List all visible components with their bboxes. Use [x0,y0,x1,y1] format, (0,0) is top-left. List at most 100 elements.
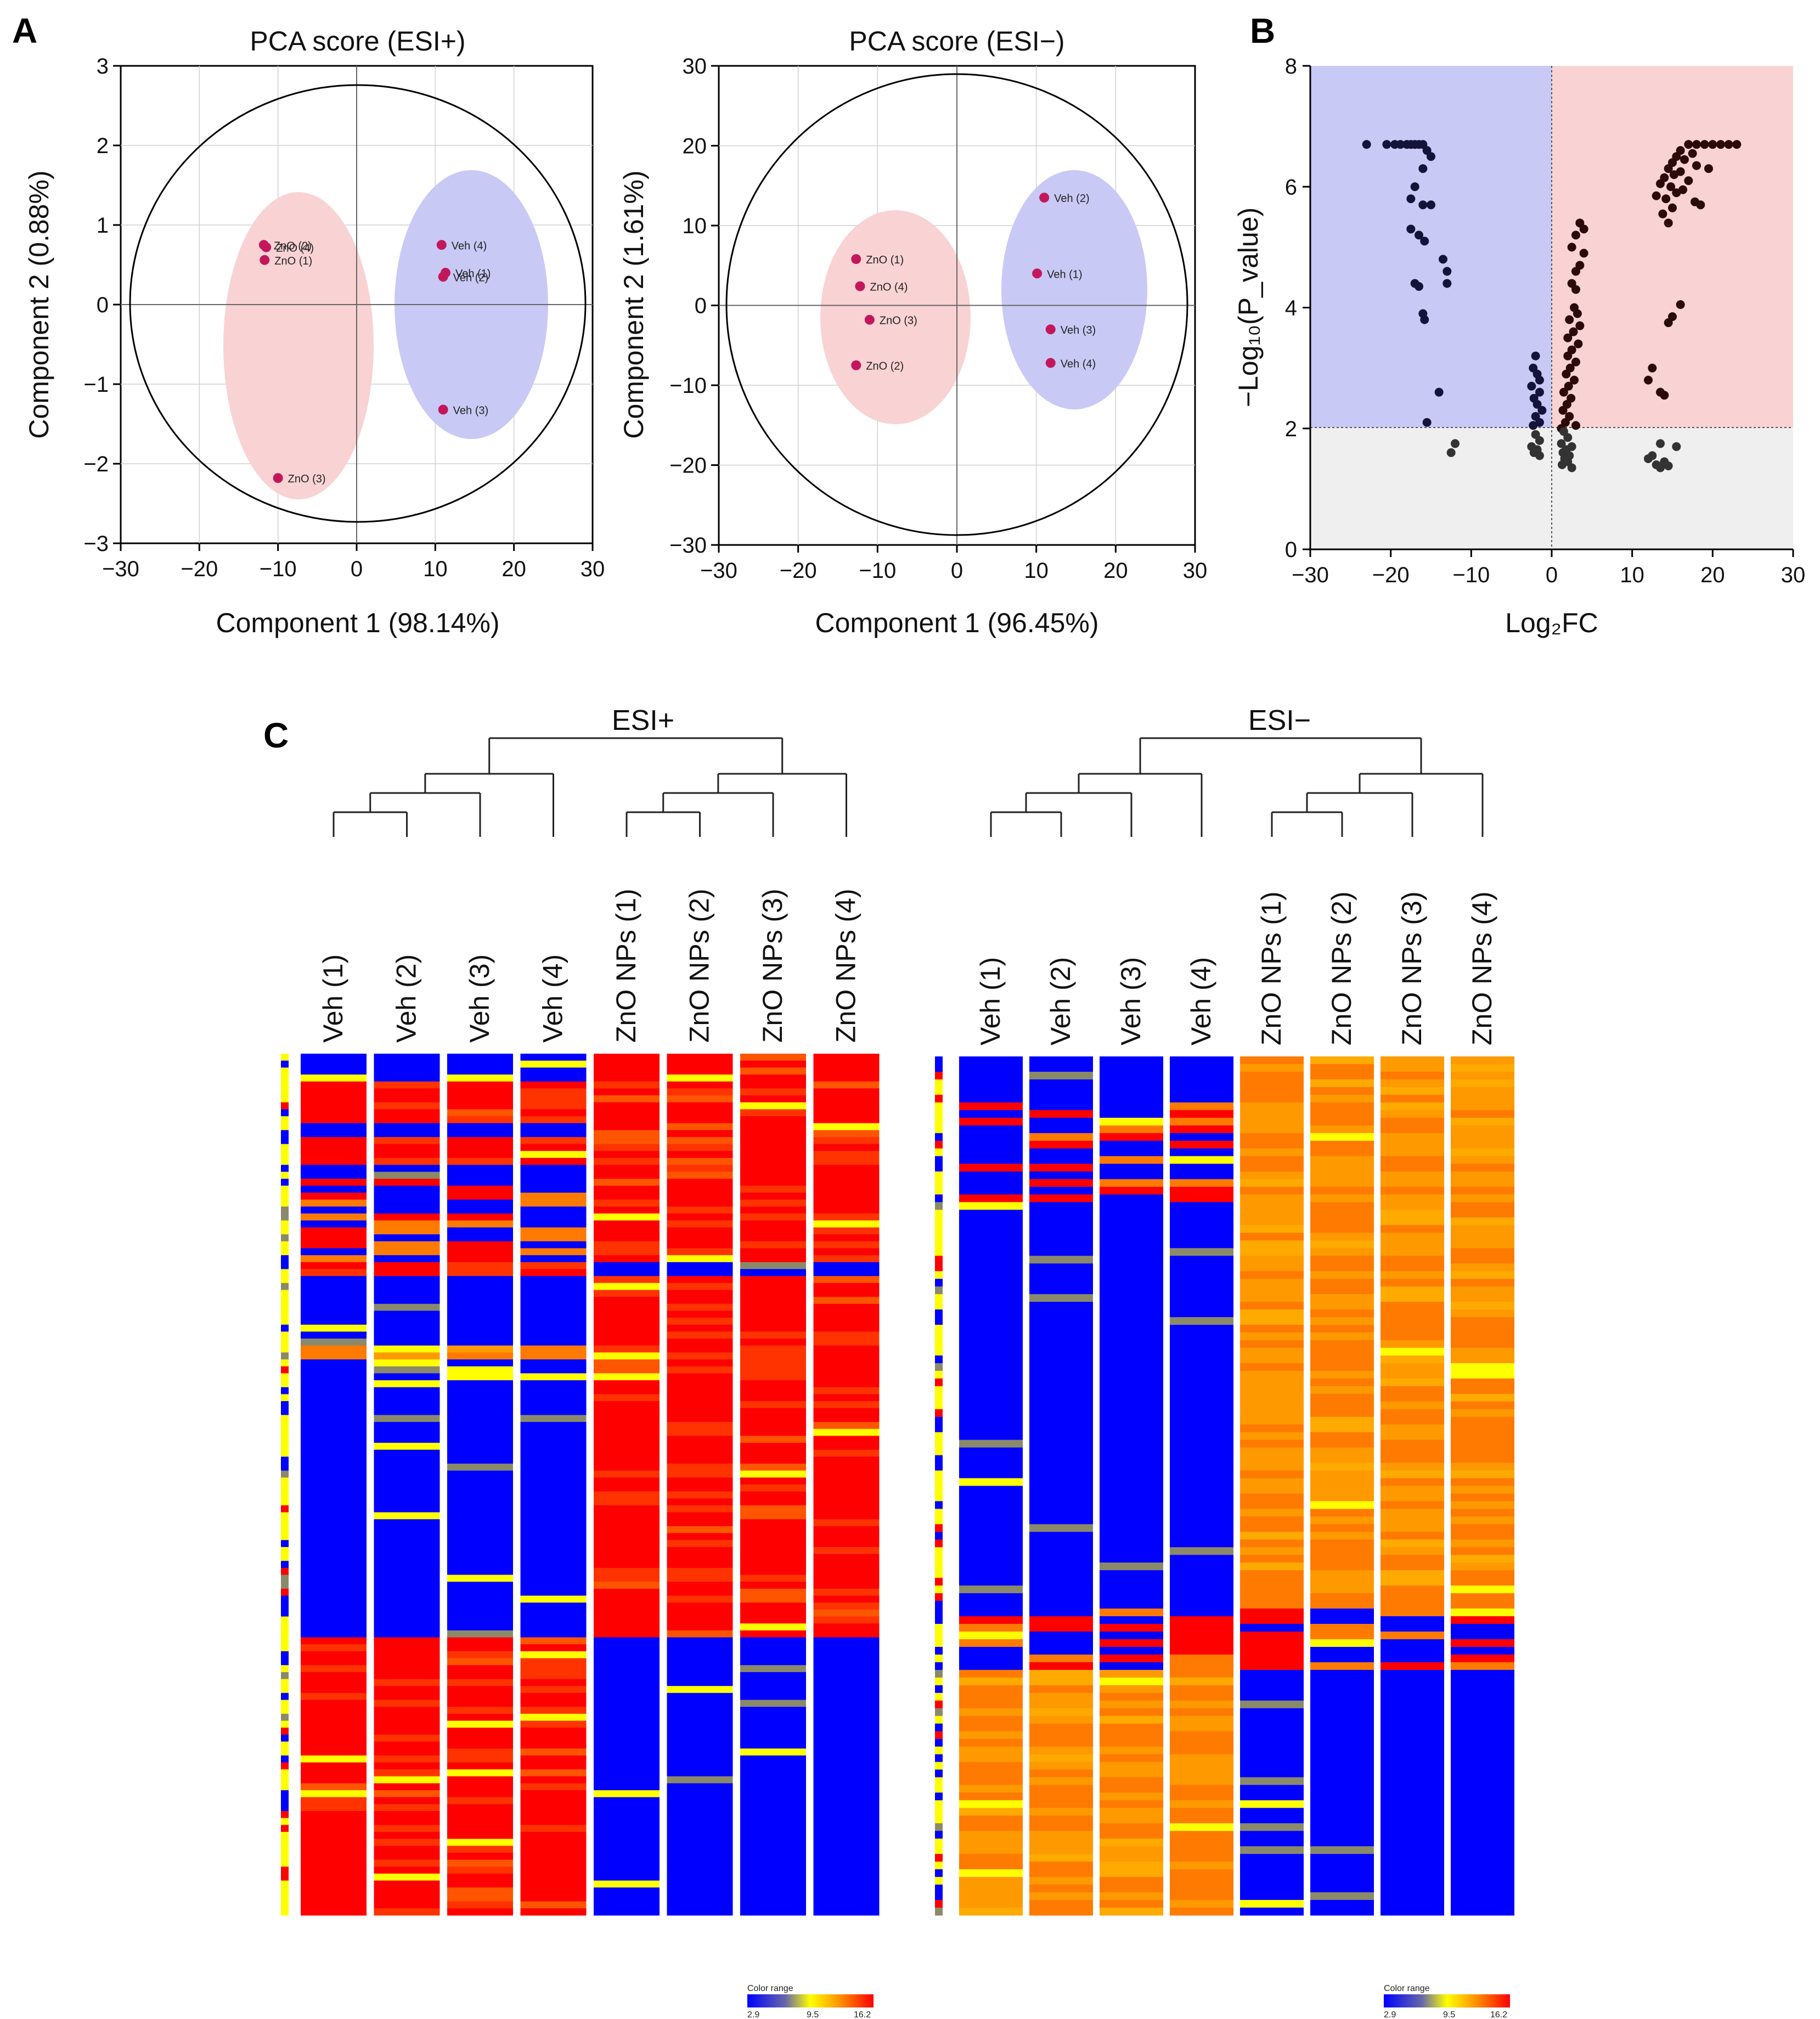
heatmap-cell [594,1199,660,1207]
heatmap-cell [374,1595,440,1603]
heatmap-cell [1240,1746,1304,1755]
heatmap-cell [301,1546,367,1555]
heatmap-cell [959,1240,1023,1248]
heatmap-cell [1029,1125,1093,1134]
heatmap-cell [1381,1885,1444,1893]
heatmap-cell [1100,1110,1163,1118]
heatmap-cell [959,1156,1023,1165]
heatmap-cell [447,1324,513,1332]
heatmap-cell [813,1713,880,1721]
heatmap-cell [1100,1754,1163,1763]
heatmap-cell [1240,1064,1304,1072]
heatmap-cell [1170,1478,1233,1486]
color-range-mid: 9.5 [1443,2010,1455,2019]
row-color-bar-cell [281,1331,289,1339]
heatmap-cell [959,1700,1023,1709]
heatmap-cell [594,1352,660,1360]
heatmap-cell [1310,1509,1374,1517]
row-color-bar-cell [281,1359,289,1367]
heatmap-cell [667,1449,733,1457]
row-color-bar-cell [935,1094,943,1103]
heatmap-cell [1029,1547,1093,1555]
heatmap-cell [1170,1654,1233,1663]
heatmap-cell [1029,1347,1093,1356]
heatmap-cell [813,1373,880,1381]
heatmap-cell [1240,1463,1304,1471]
heatmap-cell [813,1470,880,1478]
heatmap-cell [1240,1785,1304,1793]
row-color-bar-cell [281,1144,289,1151]
heatmap-cell [594,1213,660,1221]
heatmap-cell [1381,1064,1444,1072]
heatmap-cell [740,1582,806,1589]
row-color-bar-cell [935,1616,943,1624]
heatmap-cell [959,1110,1023,1118]
heatmap-cell [520,1540,587,1548]
heatmap-cell [1381,1585,1444,1594]
heatmap-cell [374,1748,440,1756]
heatmap-cell [1240,1202,1304,1210]
row-color-bar-cell [281,1651,289,1659]
heatmap-column-label: Veh (3) [464,954,495,1043]
row-color-bar-cell [935,1731,943,1740]
heatmap-cell [959,1754,1023,1763]
heatmap-cell [813,1651,880,1659]
row-color-bar-cell [935,1325,943,1333]
heatmap-cell [1381,1156,1444,1165]
heatmap-cell [1381,1700,1444,1709]
heatmap-cell [374,1825,440,1832]
row-color-bar-cell [935,1555,943,1563]
pca-point-label: ZnO (4) [870,282,908,294]
heatmap-cell [740,1498,806,1506]
heatmap-cell [1451,1125,1514,1134]
heatmap-cell [1170,1302,1233,1310]
volcano-point-ns [1567,463,1576,473]
heatmap-cell [959,1094,1023,1103]
heatmap-cell [1100,1585,1163,1594]
heatmap-cell [740,1081,806,1089]
heatmap-cell [1100,1777,1163,1785]
heatmap-cell [813,1595,880,1603]
heatmap-cell [740,1088,806,1096]
heatmap-cell [740,1054,806,1061]
y-tick-label: 30 [683,54,707,78]
heatmap-cell [374,1505,440,1513]
heatmap-cell [1310,1570,1374,1578]
volcano-point-ns [1648,451,1657,460]
heatmap-cell [740,1686,806,1694]
heatmap-cell [740,1331,806,1339]
heatmap-cell [594,1866,660,1874]
heatmap-cell [1310,1908,1374,1916]
heatmap-cell [813,1456,880,1464]
heatmap-cell [1240,1547,1304,1555]
heatmap-cell [1451,1869,1514,1877]
volcano-point-down [1537,406,1547,415]
heatmap-cell [374,1720,440,1728]
heatmap-cell [1240,1908,1304,1916]
heatmap-cell [1451,1202,1514,1210]
heatmap-cell [813,1144,880,1151]
row-color-bar-cell [935,1815,943,1824]
heatmap-cell [1029,1831,1093,1839]
heatmap-cell [594,1797,660,1804]
volcano-point-down [1443,279,1452,288]
row-color-bar-cell [281,1491,289,1499]
row-color-bar-cell [281,1123,289,1131]
heatmap-cell [301,1797,367,1804]
heatmap-cell [667,1283,733,1290]
heatmap-cell [740,1540,806,1548]
heatmap-cell [594,1859,660,1867]
heatmap-cell [1310,1279,1374,1287]
heatmap-cell [447,1074,513,1082]
heatmap-cell [959,1769,1023,1778]
heatmap-cell [301,1588,367,1596]
row-color-bar-cell [281,1533,289,1540]
volcano-point-up [1652,191,1661,200]
heatmap-cell [1451,1892,1514,1900]
heatmap-cell [667,1165,733,1172]
row-color-bar-cell [935,1861,943,1870]
heatmap-cell [1310,1869,1374,1877]
heatmap-cell [1170,1908,1233,1916]
heatmap-cell [1310,1692,1374,1701]
